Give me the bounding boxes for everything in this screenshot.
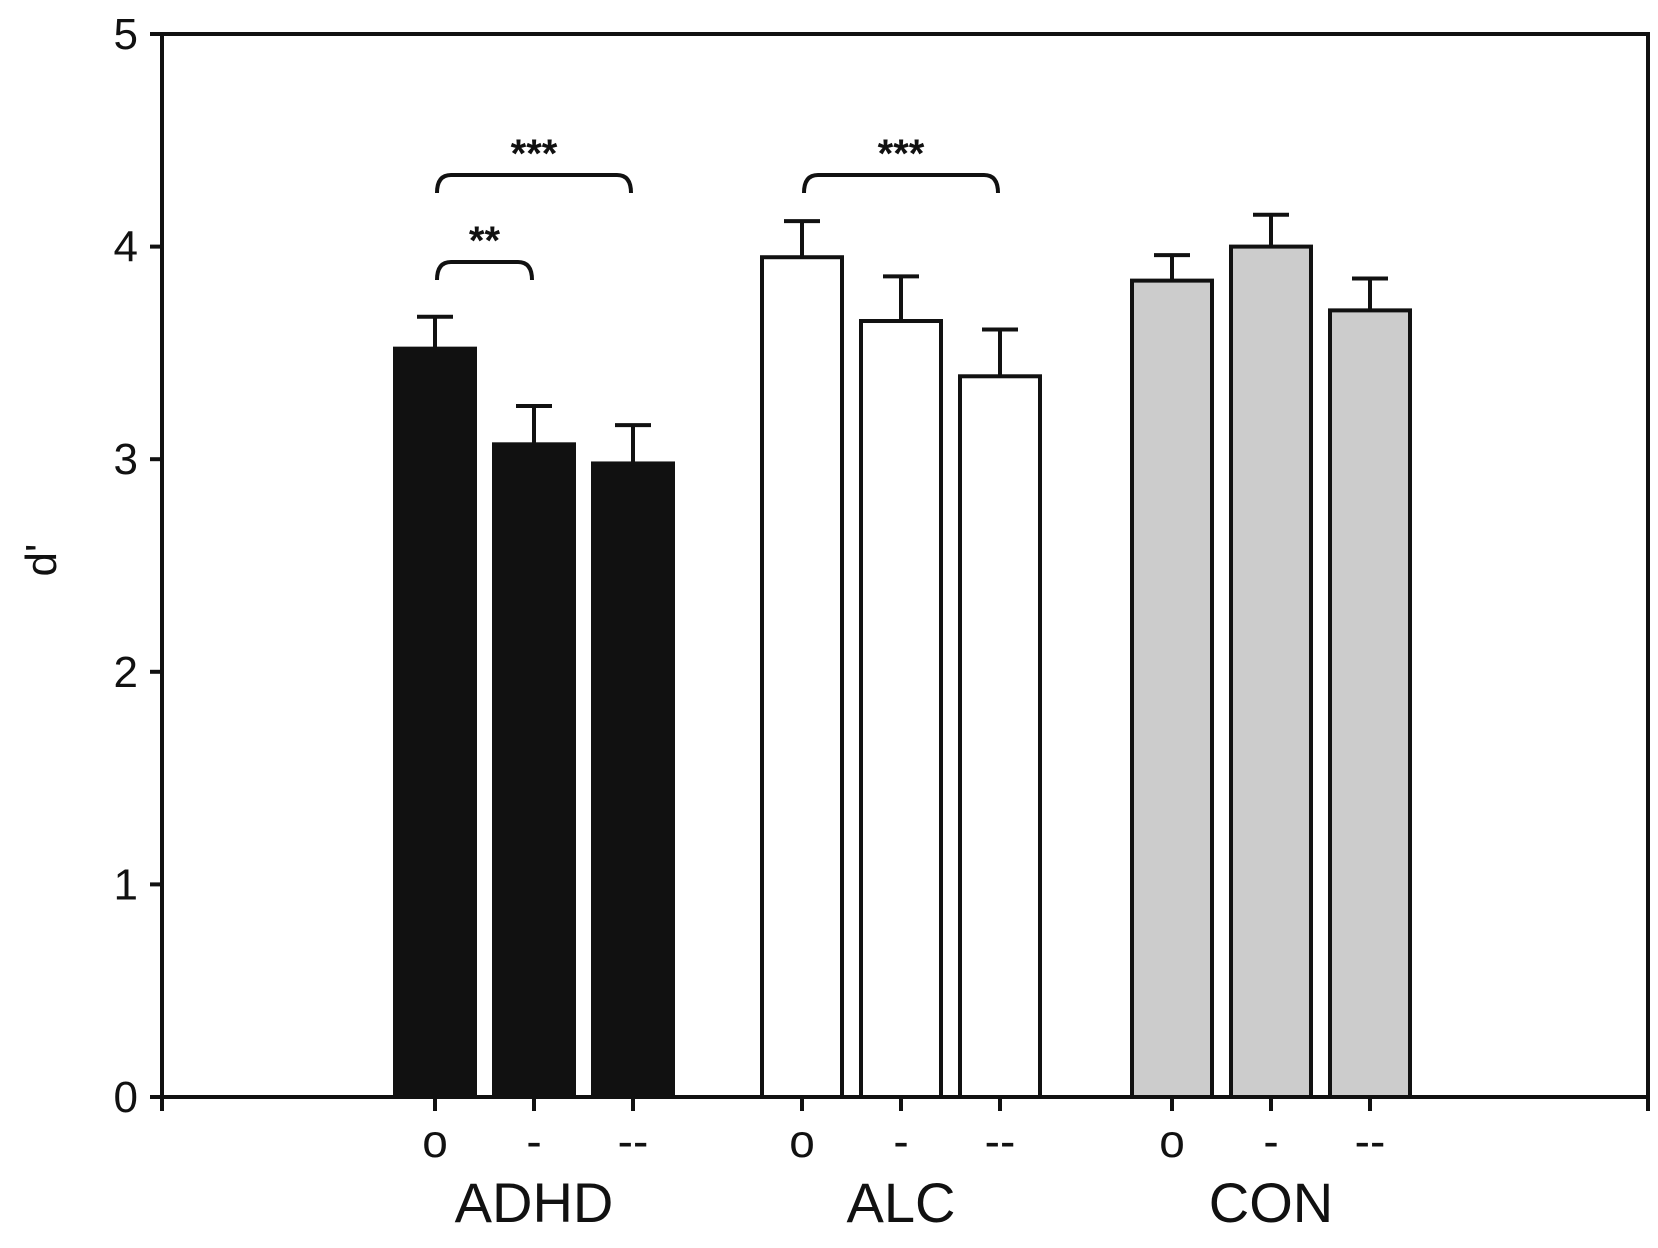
y-tick-label: 1 [114,860,138,909]
bar-adhd-0 [393,346,477,1099]
significance-label: *** [511,132,558,176]
group-label-adhd: ADHD [455,1171,614,1234]
bar-con-1 [1229,244,1313,1100]
significance-label: ** [469,219,501,263]
significance-bracket [802,173,1000,194]
condition-label: -- [1355,1115,1386,1167]
significance-bracket [435,260,534,281]
bar-con-0 [1130,278,1214,1099]
group-label-alc: ALC [847,1171,956,1234]
y-axis: 0 1 2 3 4 5 [114,10,162,1122]
condition-label: -- [985,1115,1016,1167]
y-axis-title: d' [17,544,66,577]
condition-label: o [422,1115,448,1167]
y-tick-label: 2 [114,648,138,697]
condition-label: o [1159,1115,1185,1167]
condition-label: - [1263,1115,1278,1167]
y-tick-label: 5 [114,10,138,59]
significance-brackets: ***** *** [435,132,1000,281]
condition-label: - [893,1115,908,1167]
bars [393,244,1412,1100]
group-label-con: CON [1209,1171,1333,1234]
y-tick-label: 3 [114,435,138,484]
condition-label: - [526,1115,541,1167]
bar-con-2 [1328,308,1412,1099]
significance-bracket [435,173,633,194]
significance-label: *** [878,132,925,176]
y-tick-label: 0 [114,1073,138,1122]
error-bars [417,212,1388,464]
bar-alc-1 [859,319,943,1099]
bar-adhd-1 [492,442,576,1099]
bar-alc-0 [760,255,844,1100]
condition-label: -- [618,1115,649,1167]
bar-adhd-2 [591,461,675,1099]
condition-label: o [789,1115,815,1167]
bar-alc-2 [958,374,1042,1099]
y-tick-label: 4 [114,223,138,272]
